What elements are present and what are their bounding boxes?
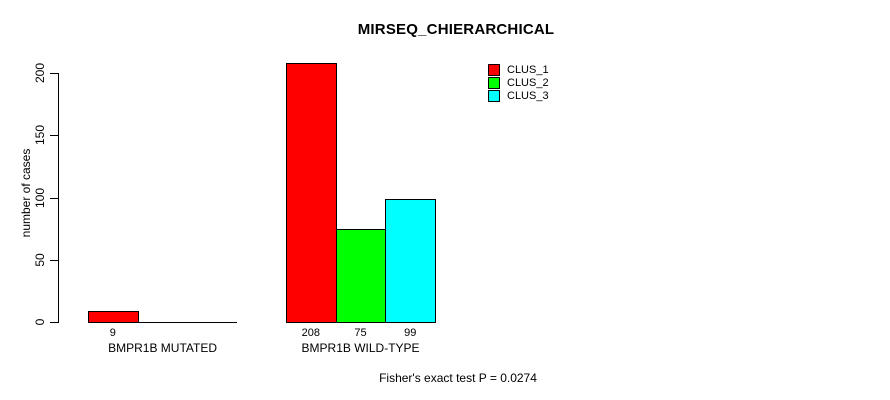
y-tick xyxy=(50,135,58,137)
x-category-label: BMPR1B WILD-TYPE xyxy=(301,341,420,355)
bar-value-label: 9 xyxy=(109,327,116,339)
legend: CLUS_1 CLUS_2 CLUS_3 xyxy=(488,63,549,102)
y-tick xyxy=(50,197,58,199)
group-baseline xyxy=(88,322,238,323)
y-tick-label: 200 xyxy=(33,62,47,84)
legend-row: CLUS_3 xyxy=(488,89,549,102)
legend-label: CLUS_2 xyxy=(507,76,549,89)
y-tick xyxy=(50,73,58,74)
legend-row: CLUS_2 xyxy=(488,76,549,89)
y-tick-label: 100 xyxy=(33,187,47,208)
y-tick-label: 50 xyxy=(33,253,47,267)
bar-value-label: 75 xyxy=(354,327,367,339)
y-tick-label: 150 xyxy=(33,125,47,146)
bar-clus_1-1 xyxy=(88,310,139,323)
bar-value-label: 208 xyxy=(301,327,321,339)
annotation-text: Fisher's exact test P = 0.0274 xyxy=(379,371,537,385)
y-tick xyxy=(50,322,58,323)
y-tick-label: 0 xyxy=(33,318,47,326)
y-axis-line xyxy=(58,73,59,323)
bar-clus_2-2 xyxy=(335,228,387,323)
legend-row: CLUS_1 xyxy=(488,63,549,76)
legend-swatch-icon xyxy=(488,76,500,89)
bar-clus_3-2 xyxy=(385,198,437,323)
legend-swatch-icon xyxy=(488,63,500,76)
legend-label: CLUS_1 xyxy=(507,63,549,76)
bar-value-label: 99 xyxy=(404,327,417,339)
legend-swatch-icon xyxy=(488,89,500,102)
bar-clus_1-2 xyxy=(286,63,337,323)
x-category-label: BMPR1B MUTATED xyxy=(108,341,217,355)
y-tick xyxy=(50,259,58,261)
chart-title: MIRSEQ_CHIERARCHICAL xyxy=(357,21,555,38)
legend-label: CLUS_3 xyxy=(507,89,549,102)
